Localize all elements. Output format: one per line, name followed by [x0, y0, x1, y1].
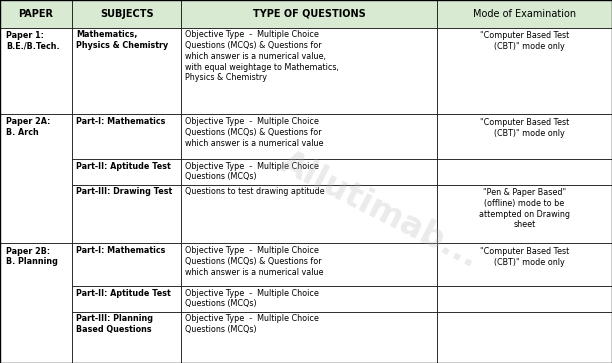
Bar — [437, 0, 612, 28]
Bar — [72, 0, 181, 28]
Bar — [72, 311, 181, 363]
Text: Part-I: Mathematics: Part-I: Mathematics — [76, 117, 166, 126]
Bar — [72, 184, 181, 243]
Text: Part-II: Aptitude Test: Part-II: Aptitude Test — [76, 289, 171, 298]
Bar — [72, 286, 181, 311]
Bar — [437, 311, 612, 363]
Text: Objective Type  -  Multiple Choice
Questions (MCQs) & Questions for
which answer: Objective Type - Multiple Choice Questio… — [185, 246, 324, 277]
Bar — [437, 243, 612, 286]
Bar — [0, 28, 72, 114]
Text: Paper 2B:
B. Planning: Paper 2B: B. Planning — [6, 246, 58, 266]
Text: Objective Type  -  Multiple Choice
Questions (MCQs): Objective Type - Multiple Choice Questio… — [185, 289, 319, 309]
Bar — [181, 159, 437, 184]
Text: Part-II: Aptitude Test: Part-II: Aptitude Test — [76, 162, 171, 171]
Bar — [437, 159, 612, 184]
Text: Part-III: Drawing Test: Part-III: Drawing Test — [76, 187, 173, 196]
Text: Mathematics,
Physics & Chemistry: Mathematics, Physics & Chemistry — [76, 30, 169, 50]
Bar — [0, 114, 72, 243]
Bar — [437, 28, 612, 114]
Text: Allutimab...: Allutimab... — [275, 146, 484, 275]
Text: Objective Type  -  Multiple Choice
Questions (MCQs): Objective Type - Multiple Choice Questio… — [185, 314, 319, 334]
Bar — [181, 0, 437, 28]
Text: Paper 2A:
B. Arch: Paper 2A: B. Arch — [6, 117, 51, 137]
Text: Part-III: Planning
Based Questions: Part-III: Planning Based Questions — [76, 314, 154, 334]
Bar — [181, 311, 437, 363]
Text: Objective Type  -  Multiple Choice
Questions (MCQs) & Questions for
which answer: Objective Type - Multiple Choice Questio… — [185, 117, 324, 147]
Text: "Computer Based Test
    (CBT)" mode only: "Computer Based Test (CBT)" mode only — [480, 118, 569, 138]
Text: Part-I: Mathematics: Part-I: Mathematics — [76, 246, 166, 255]
Bar — [181, 286, 437, 311]
Bar — [72, 243, 181, 286]
Bar — [437, 286, 612, 311]
Text: TYPE OF QUESTIONS: TYPE OF QUESTIONS — [253, 9, 365, 19]
Bar — [437, 114, 612, 159]
Bar — [181, 243, 437, 286]
Bar — [437, 184, 612, 243]
Text: SUBJECTS: SUBJECTS — [100, 9, 154, 19]
Bar — [181, 28, 437, 114]
Text: Paper 1:
B.E./B.Tech.: Paper 1: B.E./B.Tech. — [6, 31, 60, 50]
Bar — [0, 243, 72, 363]
Text: PAPER: PAPER — [18, 9, 54, 19]
Text: Questions to test drawing aptitude: Questions to test drawing aptitude — [185, 187, 325, 196]
Text: Mode of Examination: Mode of Examination — [473, 9, 576, 19]
Bar — [181, 114, 437, 159]
Bar — [0, 0, 72, 28]
Text: "Computer Based Test
    (CBT)" mode only: "Computer Based Test (CBT)" mode only — [480, 247, 569, 267]
Bar — [72, 28, 181, 114]
Bar — [72, 114, 181, 159]
Text: Objective Type  -  Multiple Choice
Questions (MCQs): Objective Type - Multiple Choice Questio… — [185, 162, 319, 182]
Text: "Computer Based Test
    (CBT)" mode only: "Computer Based Test (CBT)" mode only — [480, 31, 569, 51]
Text: Objective Type  -  Multiple Choice
Questions (MCQs) & Questions for
which answer: Objective Type - Multiple Choice Questio… — [185, 30, 339, 82]
Bar — [181, 184, 437, 243]
Text: "Pen & Paper Based"
(offline) mode to be
attempted on Drawing
sheet: "Pen & Paper Based" (offline) mode to be… — [479, 188, 570, 229]
Bar — [72, 159, 181, 184]
